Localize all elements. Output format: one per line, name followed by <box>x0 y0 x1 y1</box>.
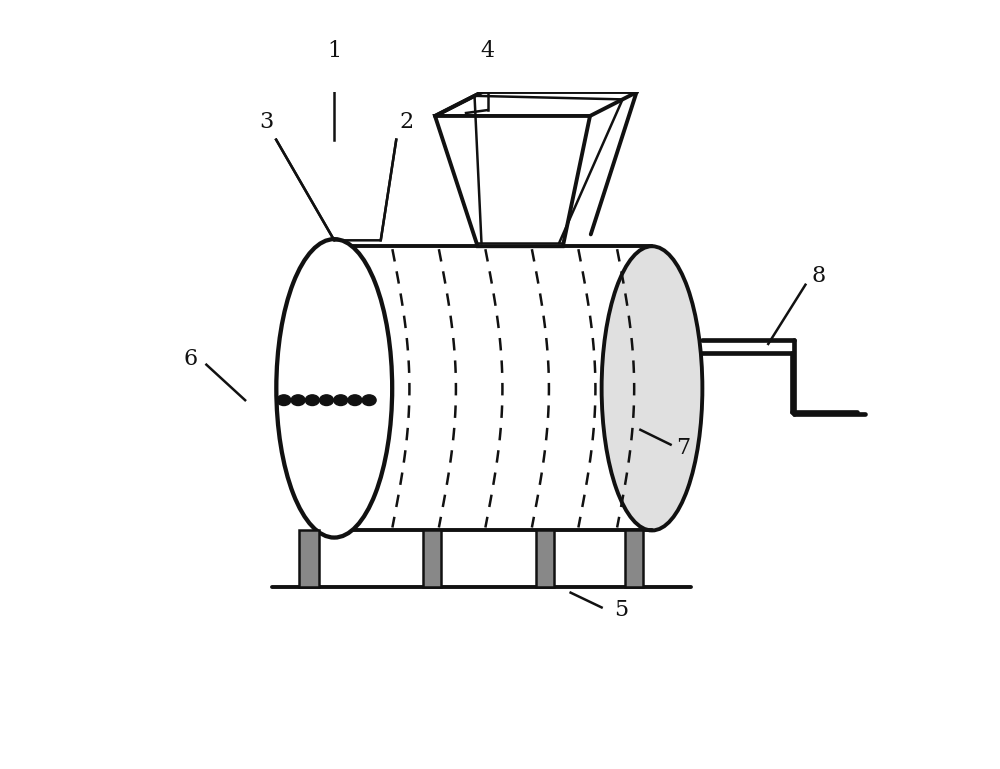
Circle shape <box>334 394 348 405</box>
Polygon shape <box>299 531 319 587</box>
Circle shape <box>277 394 291 405</box>
Polygon shape <box>536 531 554 587</box>
Text: 8: 8 <box>812 265 826 287</box>
Polygon shape <box>625 531 643 587</box>
Text: 4: 4 <box>481 40 495 62</box>
Ellipse shape <box>276 239 392 538</box>
Text: 1: 1 <box>327 40 341 62</box>
Text: 2: 2 <box>399 111 413 133</box>
Text: 7: 7 <box>676 437 690 458</box>
Circle shape <box>362 394 376 405</box>
Polygon shape <box>435 116 590 246</box>
Polygon shape <box>334 246 652 531</box>
Circle shape <box>291 394 305 405</box>
Text: 3: 3 <box>260 111 274 133</box>
Polygon shape <box>423 531 441 587</box>
Ellipse shape <box>602 246 702 531</box>
Circle shape <box>348 394 362 405</box>
Circle shape <box>320 394 333 405</box>
Text: 5: 5 <box>614 599 628 621</box>
Circle shape <box>305 394 319 405</box>
Text: 6: 6 <box>184 348 198 370</box>
